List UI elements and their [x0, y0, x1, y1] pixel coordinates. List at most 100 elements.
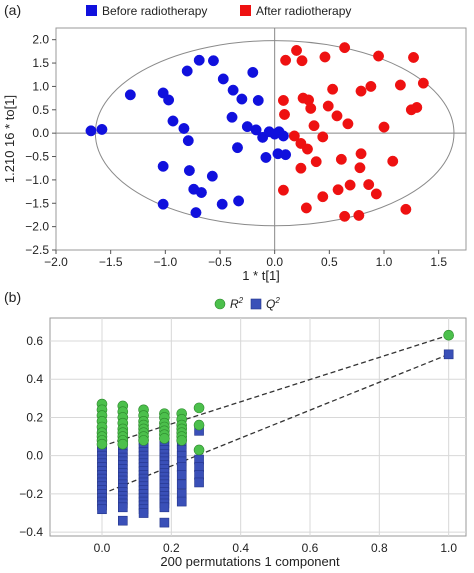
before-point — [277, 130, 289, 142]
y-tick-label-b: −0.4 — [19, 525, 43, 539]
after-point — [394, 79, 406, 91]
x-tick-label-b: 0.2 — [163, 541, 180, 555]
y-tick-label-b: −0.2 — [19, 487, 43, 501]
x-tick-label-a: 0.5 — [321, 255, 338, 269]
after-point — [355, 148, 367, 160]
after-point — [387, 155, 399, 167]
after-point — [342, 118, 354, 130]
x-tick-label-b: 0.0 — [94, 541, 111, 555]
x-tick-label-b: 0.8 — [371, 541, 388, 555]
before-point — [260, 152, 272, 163]
after-point — [327, 83, 339, 95]
after-point — [295, 162, 307, 174]
after-point — [344, 179, 356, 191]
after-point — [411, 102, 423, 113]
y-tick-label-a: −1.0 — [25, 173, 49, 187]
after-point — [373, 50, 384, 62]
legend-q2-swatch — [250, 298, 262, 310]
after-point — [280, 54, 292, 66]
after-point — [317, 131, 329, 143]
y-tick-label-a: −1.5 — [25, 196, 49, 210]
x-tick-label-b: 0.6 — [302, 541, 319, 555]
y-axis-label-a: 1.210 16 * to[1] — [2, 95, 17, 183]
before-point — [190, 207, 202, 219]
y-tick-label-b: 0.2 — [26, 410, 43, 424]
x-tick-label-a: −1.5 — [99, 255, 123, 269]
x-tick-label-b: 1.0 — [440, 541, 457, 555]
after-point — [322, 100, 334, 112]
q2-marker — [176, 496, 187, 507]
r2-marker — [443, 329, 454, 341]
r2-marker — [193, 419, 205, 431]
q2-marker — [176, 479, 187, 490]
before-point — [182, 135, 194, 147]
before-point — [193, 54, 205, 66]
r2-marker — [193, 402, 205, 414]
r2-marker — [176, 435, 188, 446]
before-point — [207, 55, 219, 67]
before-point — [183, 165, 195, 176]
q2-marker — [176, 470, 187, 480]
before-point — [157, 198, 169, 210]
y-tick-label-b: 0.0 — [26, 449, 43, 463]
panel-a-label: (a) — [4, 2, 22, 18]
after-point — [354, 162, 366, 174]
after-point — [365, 80, 377, 92]
after-point — [370, 188, 382, 200]
panel-b-label: (b) — [4, 289, 22, 305]
legend-r2-swatch — [214, 298, 226, 310]
after-point — [332, 184, 344, 196]
x-axis-label-a: 1 * t[1] — [242, 268, 280, 283]
x-tick-label-a: 1.0 — [376, 255, 393, 269]
after-point — [331, 110, 343, 122]
legend-q2-label: Q2 — [266, 296, 280, 311]
after-point — [279, 109, 290, 120]
before-point — [250, 124, 262, 136]
legend-before-swatch — [86, 5, 97, 16]
x-tick-label-b: 0.4 — [232, 541, 249, 555]
before-point — [216, 198, 228, 210]
after-point — [335, 153, 347, 165]
r2-marker — [138, 435, 149, 446]
after-point — [295, 137, 307, 149]
legend-after-label: After radiotherapy — [256, 4, 351, 18]
before-point — [252, 94, 264, 106]
q2-marker — [118, 515, 128, 526]
after-point — [363, 179, 375, 191]
after-point — [378, 121, 390, 133]
after-point — [408, 51, 419, 63]
x-tick-label-a: −0.5 — [208, 255, 232, 269]
q2-marker — [194, 477, 204, 488]
y-tick-label-a: −2.5 — [25, 243, 49, 257]
legend-after-swatch — [240, 5, 251, 16]
before-point — [227, 84, 239, 96]
after-point — [310, 156, 322, 168]
before-point — [247, 66, 259, 78]
r2-marker — [159, 433, 170, 444]
q2-marker — [159, 517, 170, 528]
legend-r2-label: R2 — [230, 296, 244, 311]
before-point — [167, 115, 179, 127]
q2-marker — [97, 504, 107, 515]
y-tick-label-a: −0.5 — [25, 150, 49, 164]
after-point — [339, 210, 351, 222]
x-tick-label-a: 1.5 — [430, 255, 447, 269]
before-point — [195, 187, 207, 198]
r2-marker — [96, 438, 108, 450]
y-tick-label-b: 0.4 — [26, 372, 43, 386]
after-point — [353, 209, 365, 221]
legend-q2-superscript: 2 — [274, 296, 280, 305]
after-point — [317, 191, 329, 203]
before-point — [181, 65, 193, 77]
before-point — [206, 170, 218, 182]
q2-marker — [118, 502, 128, 513]
x-tick-label-a: −1.0 — [153, 255, 177, 269]
before-point — [232, 142, 243, 154]
after-point — [308, 120, 320, 132]
after-point — [305, 102, 317, 114]
after-point — [400, 203, 412, 215]
before-point — [85, 125, 97, 137]
legend-before-label: Before radiotherapy — [102, 4, 207, 18]
after-point — [417, 77, 429, 89]
